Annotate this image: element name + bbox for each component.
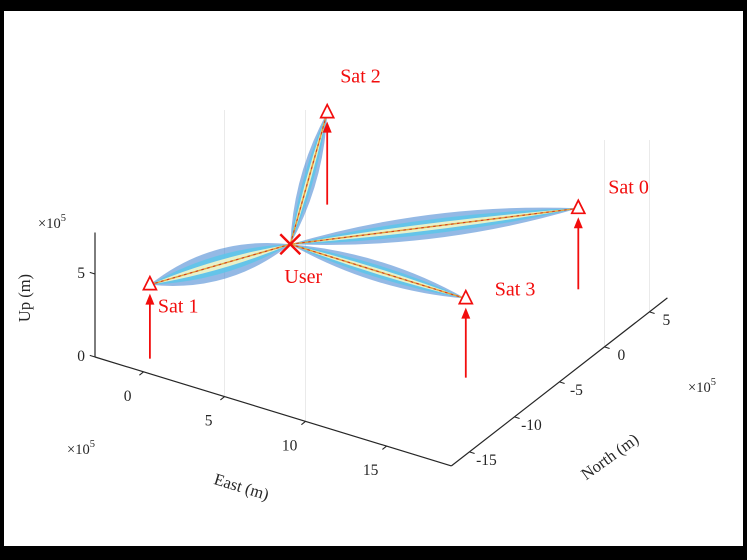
north-tick-label: -10 (521, 417, 542, 434)
point-sat-1: Sat 1 (142, 274, 199, 359)
north-exponent-label: ×105 (688, 377, 716, 396)
sat-label: Sat 1 (158, 296, 199, 318)
point-sat-3: Sat 3 (457, 279, 536, 378)
north-tick-label: 0 (618, 347, 626, 364)
satellite-triangle-marker (142, 274, 158, 291)
up-tick (89, 354, 96, 358)
north-tick (469, 451, 475, 455)
beam-sat-1 (149, 242, 291, 286)
point-user: User (279, 233, 323, 288)
east-exponent-label: ×105 (67, 439, 95, 458)
sat-arrow-head (573, 217, 583, 229)
north-tick (604, 346, 610, 350)
east-tick-label: 10 (282, 437, 298, 454)
east-tick (220, 396, 225, 401)
up-tick-label: 0 (77, 348, 85, 365)
north-tick (559, 381, 565, 385)
sat-arrow-head (322, 121, 332, 133)
sat-arrow-head (145, 293, 155, 305)
east-tick-label: 0 (124, 388, 132, 405)
sat-arrow-head (461, 307, 471, 319)
north-tick-label: 5 (663, 312, 671, 329)
east-axis-line (94, 356, 452, 467)
beam-centerline-dashes (290, 243, 466, 300)
east-tick (301, 420, 306, 426)
north-tick-label: -5 (570, 382, 583, 399)
up-exponent-label: ×105 (38, 213, 66, 232)
up-tick-label: 5 (77, 265, 85, 282)
north-tick (514, 416, 520, 420)
east-tick-label: 5 (205, 413, 213, 430)
sat-label: Sat 2 (340, 66, 381, 88)
user-x-marker (279, 233, 302, 256)
beam-centerline-dashes (290, 207, 579, 245)
beam-sat-2 (289, 112, 328, 245)
beam-centerline-dashes (149, 243, 291, 286)
beam-centerline-dashes (289, 112, 328, 245)
sat-label: Sat 3 (495, 279, 536, 301)
beam-sat-3 (290, 243, 467, 300)
east-tick (382, 445, 387, 450)
point-sat-0: Sat 0 (570, 176, 649, 290)
satellite-triangle-marker (457, 288, 474, 305)
north-tick (649, 311, 655, 315)
north-tick-label: -15 (476, 452, 497, 469)
sat-label: Sat 0 (608, 176, 649, 198)
user-label: User (284, 266, 322, 288)
beam-sat-0 (290, 207, 579, 245)
east-tick (139, 371, 144, 376)
point-sat-2: Sat 2 (319, 66, 381, 205)
satellite-triangle-marker (570, 198, 587, 215)
up-axis-label: Up (m) (15, 274, 34, 322)
satellite-triangle-marker (319, 102, 336, 119)
up-tick (89, 271, 96, 275)
east-tick-label: 15 (363, 462, 379, 479)
